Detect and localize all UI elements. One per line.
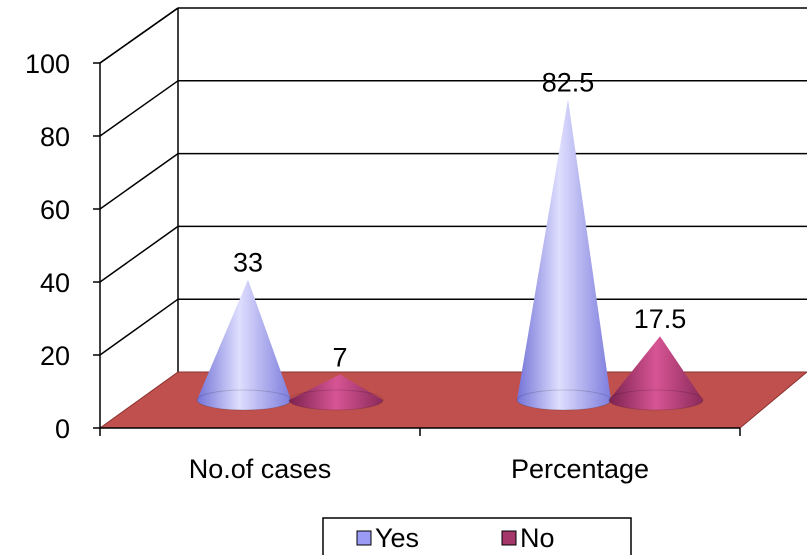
cone-base xyxy=(608,389,704,411)
y-tick-label: 40 xyxy=(40,268,70,298)
side-gridline xyxy=(99,7,179,64)
cone-no-1 xyxy=(289,374,383,410)
cone-base xyxy=(288,389,384,411)
data-label: 17.5 xyxy=(634,304,687,334)
legend-box xyxy=(322,517,632,555)
cone-yes-2 xyxy=(517,99,611,410)
category-label: Percentage xyxy=(511,454,649,484)
y-tick-label: 60 xyxy=(40,195,70,225)
side-gridline xyxy=(99,225,179,283)
y-tick-label: 0 xyxy=(55,414,70,444)
y-tick-label: 20 xyxy=(40,341,70,371)
legend-label-yes: Yes xyxy=(375,523,419,553)
y-tick-label: 100 xyxy=(25,49,70,79)
legend-swatch-no xyxy=(501,530,517,546)
data-label: 33 xyxy=(233,248,263,278)
side-gridline xyxy=(99,80,179,137)
data-label: 82.5 xyxy=(542,67,595,97)
cone-no-2 xyxy=(609,336,703,410)
y-tick-label: 80 xyxy=(40,122,70,152)
legend-label-no: No xyxy=(520,523,555,553)
legend-swatch-yes xyxy=(356,530,372,546)
cone-yes-1 xyxy=(197,279,291,410)
side-gridline xyxy=(99,298,179,356)
category-label: No.of cases xyxy=(189,454,332,484)
side-gridline xyxy=(99,152,179,210)
data-label: 7 xyxy=(332,342,347,372)
